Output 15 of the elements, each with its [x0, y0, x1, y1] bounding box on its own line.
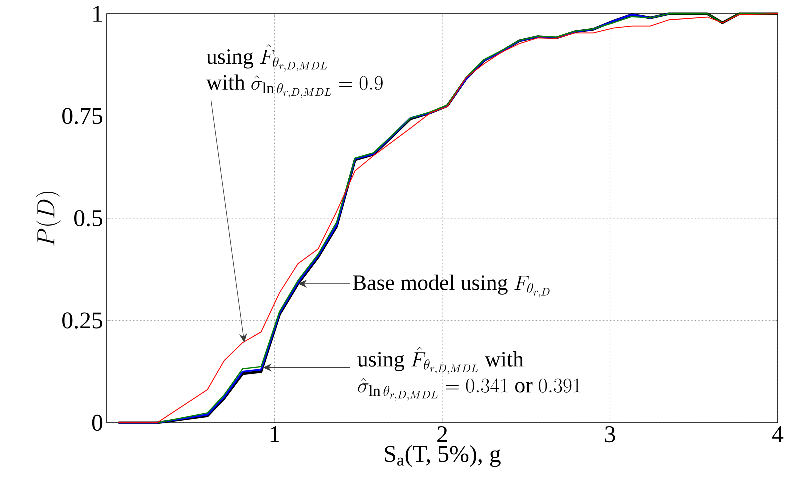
x-tick-label: 4 [772, 426, 784, 442]
y-tick-label: 0.5 [74, 210, 103, 227]
x-axis-title: S$_{a}$(T, 5%), g [385, 445, 501, 468]
annotation: $\begin{array}{l}\mbox{using }\hat{F}_{\theta_{r,D,MDL}}\\ \mbox{with }\hat{\sigma}_{\ln\theta_{r,D,MDL}}=0.9\end{array}$ [206, 44, 383, 98]
annotation: $\begin{array}{l}\mbox{using }\hat{F}_{\theta_{r,D,MDL}}\mbox{ with}\\ \hat{\sigma}_{\ln\theta_{r,D,MDL}}=0.341\mbox{ or }0.391\end{array}$ [358, 347, 580, 401]
x-tick-label: 3 [605, 426, 616, 443]
x-tick-label: 2 [438, 426, 448, 442]
y-tick-label: 0.25 [62, 312, 103, 329]
y-axis-title: $P(D)$ [36, 192, 61, 246]
line-series [118, 13, 670, 424]
y-tick-label: 0 [92, 414, 103, 432]
y-tick-label: 1 [94, 6, 102, 22]
x-tick-label: 1 [270, 426, 280, 442]
y-tick-label: 0.75 [62, 108, 103, 124]
annotation: $\mbox{Base model using }F_{\theta_{r,D}}$ [353, 274, 550, 298]
